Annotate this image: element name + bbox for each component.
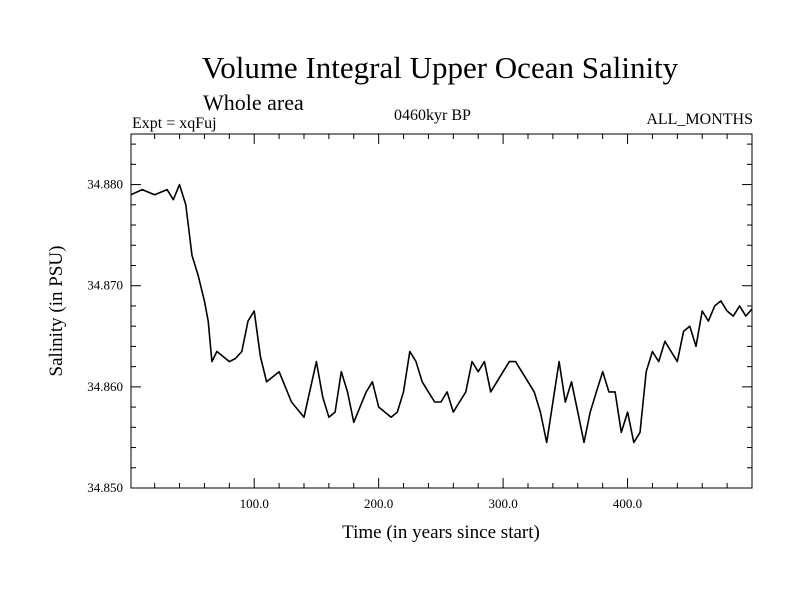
- y-tick-label: 34.860: [87, 379, 123, 394]
- x-axis-title: Time (in years since start): [342, 522, 540, 543]
- chart-subtitle: Whole area: [203, 90, 304, 115]
- months-label: ALL_MONTHS: [646, 111, 753, 128]
- y-tick-label: 34.870: [87, 278, 123, 293]
- experiment-label: Expt = xqFuj: [132, 115, 217, 132]
- chart-title: Volume Integral Upper Ocean Salinity: [201, 50, 679, 85]
- plot-frame: [130, 133, 753, 489]
- x-tick-label: 200.0: [364, 496, 393, 511]
- y-tick-label: 34.880: [87, 177, 123, 192]
- y-tick-label: 34.850: [87, 480, 123, 495]
- x-tick-label: 300.0: [488, 496, 517, 511]
- x-tick-label: 400.0: [613, 496, 642, 511]
- salinity-series-line: [130, 183, 753, 444]
- period-label: 0460kyr BP: [394, 107, 471, 124]
- y-axis-title: Salinity (in PSU): [46, 246, 67, 377]
- x-tick-label: 100.0: [240, 496, 269, 511]
